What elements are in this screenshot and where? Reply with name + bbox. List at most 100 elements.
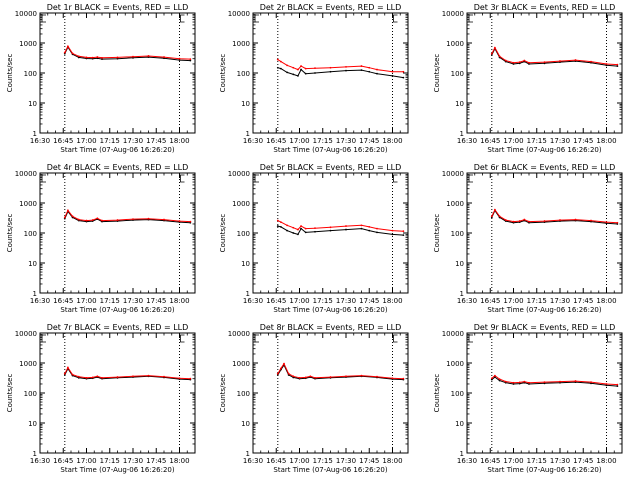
marker-glyph <box>468 14 473 23</box>
x-tick-label: 16:45 <box>266 297 286 305</box>
y-tick-label: 1000 <box>446 40 464 48</box>
x-tick-label: 18:00 <box>382 297 402 305</box>
data-point-lld <box>543 381 546 384</box>
y-tick-label: 10 <box>28 420 37 428</box>
x-tick-label: 17:45 <box>146 297 166 305</box>
data-point-lld <box>376 68 378 71</box>
x-tick-label: 16:30 <box>30 137 50 145</box>
y-axis-label: Counts/sec <box>219 214 227 253</box>
data-point-lld <box>85 56 88 59</box>
x-axis-label: Start Time (07-Aug-06 16:26:20) <box>487 146 601 154</box>
data-point-lld <box>304 227 307 230</box>
series-line-lld <box>64 366 191 380</box>
y-axis-label: Counts/sec <box>6 374 14 413</box>
y-axis-label: Counts/sec <box>219 374 227 413</box>
x-axis-label: Start Time (07-Aug-06 16:26:20) <box>273 306 387 314</box>
data-point-lld <box>528 381 530 384</box>
y-tick-label: 100 <box>451 230 464 238</box>
data-point-lld <box>543 61 546 64</box>
data-point-lld <box>85 219 88 222</box>
y-tick-label: 1 <box>246 290 250 298</box>
data-point-lld <box>189 220 192 223</box>
x-tick-label: 17:15 <box>100 297 120 305</box>
data-point-events <box>490 378 493 381</box>
series-line-events <box>491 47 618 67</box>
data-point-events <box>391 233 394 236</box>
x-tick-label: 16:45 <box>53 137 73 145</box>
x-tick-label: 17:15 <box>527 297 547 305</box>
data-point-lld <box>300 65 302 67</box>
data-point-events <box>292 73 295 76</box>
x-axis-label: Start Time (07-Aug-06 16:26:20) <box>273 146 387 154</box>
y-tick-label: 1 <box>460 450 464 458</box>
x-tick-label: 17:00 <box>289 297 309 305</box>
data-point-events <box>304 231 307 234</box>
data-point-events <box>276 374 279 376</box>
data-point-events <box>376 72 378 75</box>
data-point-lld <box>96 375 99 378</box>
data-point-lld <box>329 376 332 378</box>
series-line-lld <box>491 374 618 386</box>
chart-title: Det 3r BLACK = Events, RED = LLD <box>474 3 616 12</box>
marker-glyph <box>180 334 185 343</box>
data-point-lld <box>71 52 74 55</box>
data-point-lld <box>77 218 80 221</box>
x-tick-label: 17:15 <box>313 297 333 305</box>
chart-title: Det 4r BLACK = Events, RED = LLD <box>47 163 189 172</box>
x-tick-label: 17:30 <box>336 297 356 305</box>
y-axis-label: Counts/sec <box>6 214 14 253</box>
series-line-events <box>64 46 191 62</box>
data-point-lld <box>286 224 288 227</box>
data-point-lld <box>498 378 501 381</box>
y-tick-label: 10 <box>455 420 464 428</box>
x-tick-label: 16:45 <box>266 457 286 465</box>
series-line-events <box>64 210 191 224</box>
y-axis-label: Counts/sec <box>433 54 441 93</box>
x-axis-label: Start Time (07-Aug-06 16:26:20) <box>487 466 601 474</box>
data-point-lld <box>345 225 347 227</box>
y-tick-label: 100 <box>24 230 37 238</box>
data-point-lld <box>163 218 165 221</box>
data-point-events <box>329 229 332 232</box>
series-line-events <box>491 209 618 225</box>
x-tick-label: 16:30 <box>457 297 477 305</box>
x-tick-label: 18:00 <box>169 137 189 145</box>
data-point-events <box>314 230 316 233</box>
data-point-lld <box>292 66 295 69</box>
y-tick-label: 100 <box>451 390 464 398</box>
x-tick-label: 17:00 <box>76 457 96 465</box>
data-point-lld <box>498 55 501 58</box>
y-tick-label: 1000 <box>232 360 250 368</box>
x-tick-label: 17:15 <box>313 137 333 145</box>
x-axis-label: Start Time (07-Aug-06 16:26:20) <box>60 466 174 474</box>
data-point-events <box>189 59 192 62</box>
y-tick-label: 10000 <box>15 330 37 338</box>
x-tick-label: 16:45 <box>53 297 73 305</box>
x-tick-label: 17:30 <box>336 137 356 145</box>
data-point-events <box>605 64 608 67</box>
x-tick-label: 17:30 <box>123 297 143 305</box>
data-point-lld <box>494 208 496 211</box>
data-point-lld <box>189 58 192 61</box>
y-tick-label: 100 <box>237 390 250 398</box>
x-tick-label: 17:45 <box>573 137 593 145</box>
data-point-lld <box>559 60 561 62</box>
plot-frame <box>39 12 196 134</box>
x-tick-label: 16:45 <box>480 137 500 145</box>
data-point-lld <box>189 377 192 380</box>
y-tick-label: 1 <box>33 130 37 138</box>
x-tick-label: 17:15 <box>527 457 547 465</box>
y-tick-label: 1000 <box>232 40 250 48</box>
data-point-lld <box>287 372 290 375</box>
x-tick-label: 17:30 <box>336 457 356 465</box>
chart-title: Det 9r BLACK = Events, RED = LLD <box>474 323 616 332</box>
data-point-lld <box>391 70 394 73</box>
chart-title: Det 8r BLACK = Events, RED = LLD <box>260 323 402 332</box>
y-tick-label: 1000 <box>19 200 37 208</box>
data-point-lld <box>574 218 577 221</box>
x-tick-label: 16:45 <box>266 137 286 145</box>
chart-title: Det 1r BLACK = Events, RED = LLD <box>47 3 189 12</box>
data-point-events <box>280 225 282 228</box>
x-tick-label: 17:30 <box>123 137 143 145</box>
